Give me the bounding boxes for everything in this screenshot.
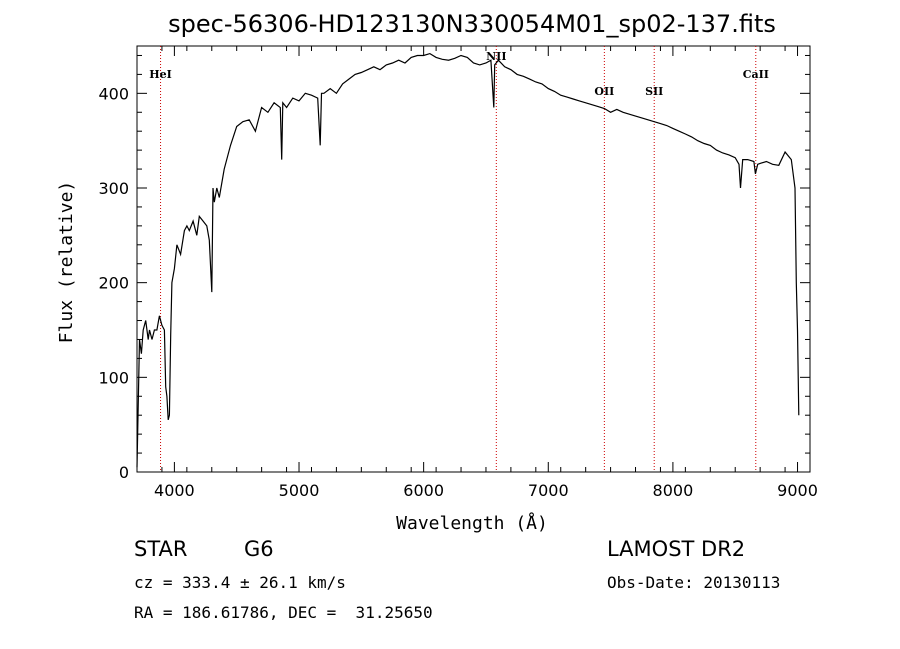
x-tick-label: 4000 — [154, 481, 195, 500]
y-tick-label: 100 — [98, 368, 129, 387]
x-tick-label: 5000 — [279, 481, 320, 500]
survey-name: LAMOST DR2 — [607, 537, 746, 561]
x-tick-label: 8000 — [653, 481, 694, 500]
x-tick-label: 9000 — [777, 481, 818, 500]
plot-frame — [136, 45, 811, 473]
x-axis-label: Wavelength (Å) — [396, 512, 548, 534]
coordinates-readout: RA = 186.61786, DEC = 31.25650 — [134, 603, 433, 622]
emission-line-label: SII — [645, 85, 663, 98]
emission-line-label: HeI — [149, 68, 172, 81]
emission-line-label: CaII — [743, 68, 769, 81]
y-axis-label: Flux (relative) — [56, 181, 77, 344]
tick-layer: 4000 5000 6000 7000 8000 9000 0 100 200 300 400 — [98, 46, 818, 500]
spectrum-line — [136, 52, 800, 468]
x-tick-label: 7000 — [528, 481, 569, 500]
observation-date: Obs-Date: 20130113 — [607, 573, 781, 592]
redshift-readout: cz = 333.4 ± 26.1 km/s — [134, 573, 346, 592]
y-tick-label: 400 — [98, 84, 129, 103]
y-tick-label: 0 — [119, 463, 129, 482]
x-tick-label: 6000 — [403, 481, 444, 500]
emission-line-label: OII — [594, 85, 614, 98]
chart-title: spec-56306-HD123130N330054M01_sp02-137.f… — [168, 10, 776, 38]
object-subclass: G6 — [244, 537, 274, 561]
object-class: STAR — [134, 537, 188, 561]
y-tick-label: 300 — [98, 179, 129, 198]
y-tick-label: 200 — [98, 274, 129, 293]
